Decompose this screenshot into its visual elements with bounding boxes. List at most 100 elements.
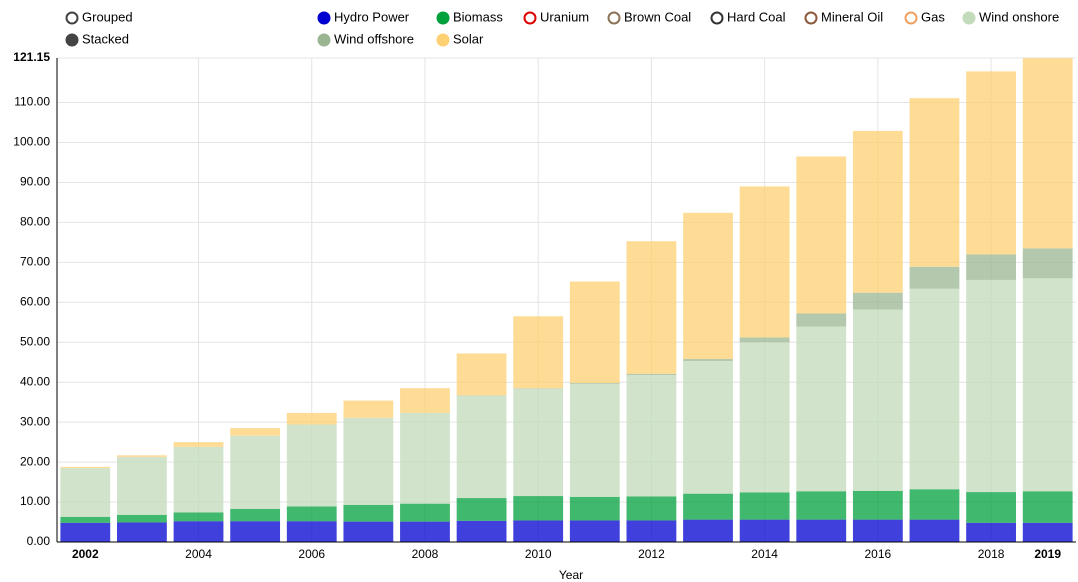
legend-marker[interactable] <box>317 33 331 47</box>
legend-label[interactable]: Biomass <box>453 9 503 24</box>
legend-marker[interactable] <box>523 11 537 25</box>
bar-segment <box>400 412 450 504</box>
legend-marker[interactable] <box>436 11 450 25</box>
bar-segment <box>909 98 960 267</box>
bar-segment <box>400 503 450 522</box>
bar-segment <box>739 492 790 520</box>
bar-segment <box>230 521 281 542</box>
bar-segment <box>60 466 111 469</box>
bar-segment <box>626 373 677 376</box>
legend-marker[interactable] <box>607 11 621 25</box>
bar-segment <box>343 417 394 505</box>
bar-segment <box>683 212 733 360</box>
legend-label[interactable]: Hard Coal <box>727 9 786 24</box>
y-tick-label: 90.00 <box>20 175 50 189</box>
bar-segment <box>60 468 111 517</box>
bar-segment <box>513 496 564 521</box>
legend-marker[interactable] <box>962 11 976 25</box>
bar-segment <box>173 442 224 447</box>
bar-segment <box>796 313 847 327</box>
y-tick-label: 10.00 <box>20 494 50 508</box>
bar-segment <box>909 288 960 490</box>
bar-segment <box>1022 278 1073 492</box>
bar-segment <box>60 516 111 523</box>
bar-segment <box>683 519 733 542</box>
legend-label[interactable]: Mineral Oil <box>821 9 883 24</box>
legend-label[interactable]: Solar <box>453 31 484 46</box>
mode-radio[interactable] <box>65 33 79 47</box>
bar-segment <box>739 342 790 493</box>
bar-segment <box>173 446 224 513</box>
bar-segment <box>117 455 167 457</box>
bar-segment <box>852 490 903 520</box>
x-tick-label: 2019 <box>1034 547 1061 561</box>
bar-segment <box>966 492 1016 523</box>
x-tick-label: 2016 <box>865 547 892 561</box>
bar-segment <box>456 520 507 542</box>
y-tick-label: 70.00 <box>20 255 50 269</box>
bar-segment <box>966 71 1016 255</box>
legend-marker[interactable] <box>436 33 450 47</box>
mode-label[interactable]: Stacked <box>82 31 129 46</box>
legend-marker[interactable] <box>710 11 724 25</box>
bar-segment <box>569 520 620 542</box>
x-tick-label: 2018 <box>978 547 1005 561</box>
bar-segment <box>173 521 224 542</box>
bar-segment <box>852 309 903 491</box>
bar-segment <box>909 519 960 542</box>
legend-label[interactable]: Gas <box>921 9 945 24</box>
bar-segment <box>796 519 847 542</box>
y-tick-label: 30.00 <box>20 414 50 428</box>
y-tick-label: 50.00 <box>20 334 50 348</box>
mode-radio[interactable] <box>65 11 79 25</box>
legend-marker[interactable] <box>317 11 331 25</box>
x-tick-label: 2010 <box>525 547 552 561</box>
x-tick-label: 2006 <box>298 547 325 561</box>
bar-segment <box>966 254 1016 280</box>
bar-segment <box>626 496 677 521</box>
bar-segment <box>626 520 677 542</box>
y-tick-label: 110.00 <box>14 95 50 109</box>
bar-segment <box>286 424 337 507</box>
bar-segment <box>739 337 790 343</box>
bar-segment <box>796 156 847 314</box>
mode-label[interactable]: Grouped <box>82 9 133 24</box>
x-tick-label: 2008 <box>412 547 439 561</box>
y-tick-label: 121.15 <box>13 50 50 64</box>
legend-marker[interactable] <box>904 11 918 25</box>
bar-segment <box>683 361 733 494</box>
bar-segment <box>400 388 450 413</box>
bar-segment <box>569 383 620 497</box>
bar-segment <box>343 400 394 418</box>
bar-segment <box>286 412 337 425</box>
bar-segment <box>286 521 337 542</box>
legend-marker[interactable] <box>804 11 818 25</box>
bar-segment <box>343 504 394 522</box>
bar-segment <box>569 281 620 383</box>
bar-segment <box>966 522 1016 542</box>
bar-segment <box>909 489 960 520</box>
x-tick-label: 2014 <box>751 547 778 561</box>
bar-segment <box>456 395 507 499</box>
x-tick-label: 2002 <box>72 547 99 561</box>
bar-segment <box>117 522 167 542</box>
legend-label[interactable]: Uranium <box>540 9 589 24</box>
y-tick-label: 100.00 <box>13 135 50 149</box>
bar-segment <box>1022 491 1073 523</box>
bar-segment <box>796 491 847 520</box>
bar-segment <box>400 521 450 542</box>
bar-segment <box>456 498 507 521</box>
legend-label[interactable]: Hydro Power <box>334 9 410 24</box>
bar-segment <box>909 266 960 289</box>
y-tick-label: 40.00 <box>20 374 50 388</box>
legend-label[interactable]: Wind offshore <box>334 31 414 46</box>
bar-segment <box>456 353 507 396</box>
bar-segment <box>117 456 167 515</box>
legend-label[interactable]: Wind onshore <box>979 9 1059 24</box>
bar-segment <box>286 506 337 522</box>
bar-segment <box>513 388 564 497</box>
bar-segment <box>739 519 790 542</box>
legend-label[interactable]: Brown Coal <box>624 9 691 24</box>
bar-segment <box>852 292 903 310</box>
x-axis-label: Year <box>559 568 583 582</box>
